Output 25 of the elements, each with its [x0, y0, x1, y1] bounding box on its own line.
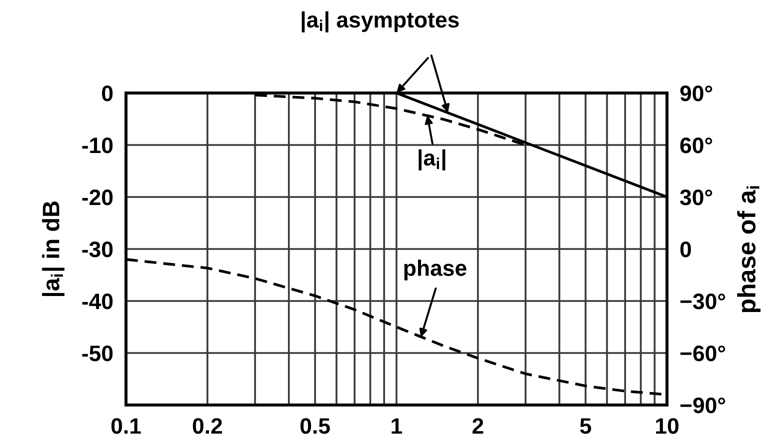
- annotation: |a$_{i}$| asymptotes: [302, 11, 459, 32]
- y-axis-title: |a$_{i}$| in dB: [42, 201, 64, 296]
- y2-axis-title: phase of a$_{i}$: [737, 186, 760, 312]
- x-tick-label: 5: [580, 418, 592, 434]
- y-tick-label: -10: [82, 138, 113, 154]
- x-tick-label: 0.1: [111, 418, 141, 434]
- y2-tick-label: 0: [680, 242, 691, 258]
- y2-tick-label: 30°: [680, 190, 712, 206]
- x-tick-label: 2: [472, 418, 484, 434]
- x-tick-label: 0.2: [192, 418, 222, 434]
- y2-tick-label: −90°: [680, 398, 726, 414]
- y-tick-label: -20: [82, 190, 113, 206]
- y2-tick-label: −30°: [680, 294, 726, 310]
- y2-tick-label: 60°: [680, 138, 712, 154]
- y2-tick-label: −60°: [680, 346, 726, 362]
- y-tick-label: 0: [102, 86, 113, 102]
- x-tick-label: 1: [392, 418, 402, 434]
- y2-tick-label: 90°: [680, 86, 712, 102]
- x-tick-label: 0.5: [300, 418, 330, 434]
- annotation: phase: [404, 260, 466, 280]
- y-tick-label: -30: [82, 242, 113, 258]
- y-tick-label: -40: [82, 294, 113, 310]
- annotation: |a$_{i}$|: [418, 149, 446, 170]
- x-tick-label: 10: [656, 418, 678, 434]
- y-tick-label: -50: [82, 346, 113, 362]
